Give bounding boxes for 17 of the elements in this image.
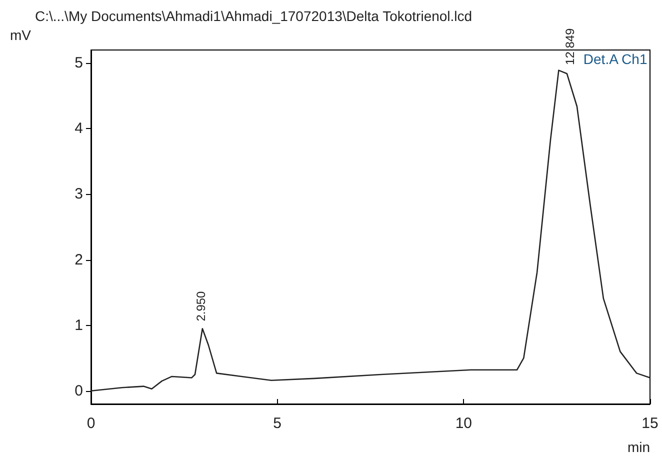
y-tick-label: 5 [74, 54, 83, 72]
x-tick-label: 5 [273, 415, 282, 432]
x-tick-label: 15 [642, 415, 658, 432]
y-tick-label: 3 [74, 186, 83, 203]
y-tick-label: 0 [74, 382, 83, 400]
y-tick-label: 2 [74, 251, 83, 268]
x-tick-label: 10 [455, 415, 472, 432]
y-tick-label: 4 [74, 120, 83, 138]
x-tick-label: 0 [86, 415, 96, 432]
line-series [90, 70, 651, 392]
x-axis-title: min [627, 439, 650, 455]
chart-title: C:\...\My Documents\Ahmadi1\Ahmadi_17072013\Delta Tokotrienol.lcd [35, 8, 472, 24]
annotation: Det.A Ch1 [583, 51, 648, 67]
annotation: 2.950 [194, 290, 208, 322]
y-tick-label: 1 [74, 316, 83, 334]
y-axis-title: mV [10, 27, 32, 43]
annotation: 12.849 [562, 28, 577, 65]
